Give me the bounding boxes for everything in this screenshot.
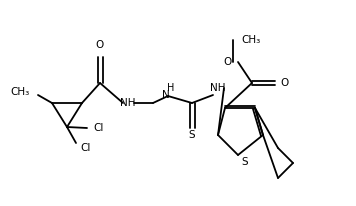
Text: Cl: Cl [80,143,90,153]
Text: Cl: Cl [93,123,103,133]
Text: CH₃: CH₃ [11,87,30,97]
Text: NH: NH [120,98,136,108]
Text: O: O [280,78,288,88]
Text: O: O [96,40,104,50]
Text: N: N [162,90,170,100]
Text: H: H [167,83,175,93]
Text: O: O [224,57,232,67]
Text: S: S [242,157,248,167]
Text: S: S [189,130,195,140]
Text: CH₃: CH₃ [241,35,260,45]
Text: NH: NH [210,83,226,93]
